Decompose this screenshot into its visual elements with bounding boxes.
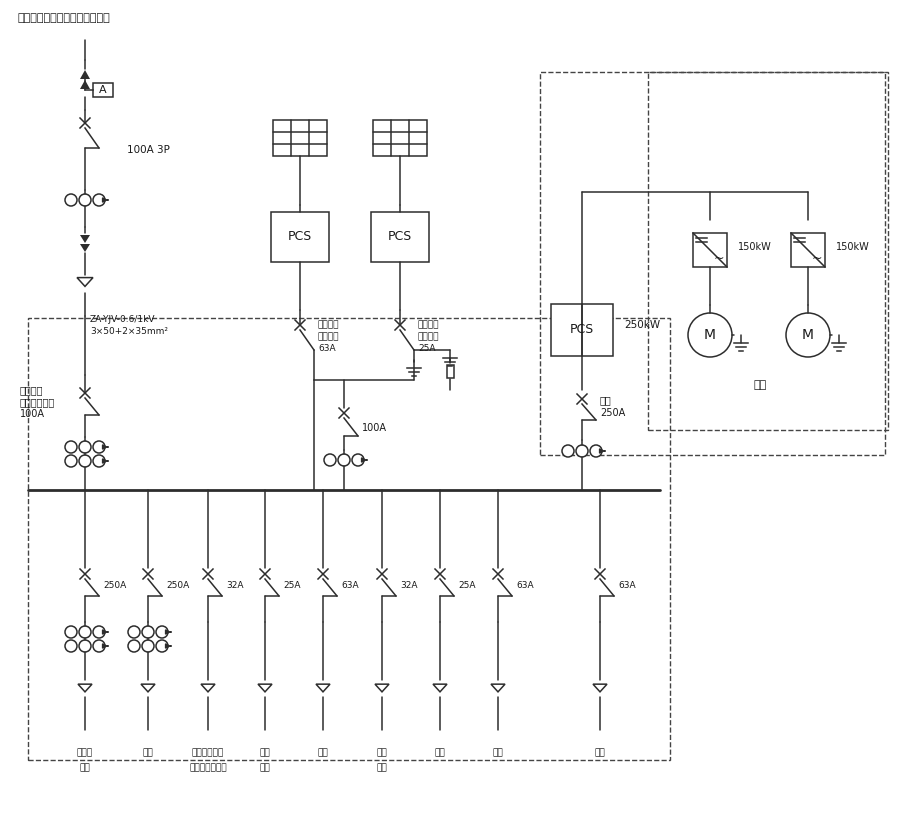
Text: 磁懸浮軸承電源: 磁懸浮軸承電源 bbox=[189, 764, 227, 773]
Text: 150kW: 150kW bbox=[738, 242, 772, 252]
Circle shape bbox=[79, 441, 91, 453]
Text: 加防逆流裝置: 加防逆流裝置 bbox=[20, 397, 55, 407]
Circle shape bbox=[688, 313, 732, 357]
Circle shape bbox=[590, 445, 602, 457]
Text: 飛輪輔助電源: 飛輪輔助電源 bbox=[192, 749, 224, 758]
Circle shape bbox=[65, 626, 77, 638]
Text: 飛輪: 飛輪 bbox=[753, 380, 767, 390]
Circle shape bbox=[93, 626, 105, 638]
Text: 備用: 備用 bbox=[376, 749, 387, 758]
Text: 失壓脫扣: 失壓脫扣 bbox=[318, 333, 339, 341]
Circle shape bbox=[65, 194, 77, 206]
Circle shape bbox=[156, 626, 168, 638]
Text: 備用: 備用 bbox=[79, 764, 90, 773]
Polygon shape bbox=[80, 70, 90, 79]
Text: PCS: PCS bbox=[570, 324, 594, 336]
Bar bbox=[271, 212, 329, 262]
Polygon shape bbox=[80, 244, 90, 252]
Text: 63A: 63A bbox=[318, 344, 336, 354]
Text: 63A: 63A bbox=[341, 580, 358, 589]
Text: M: M bbox=[802, 328, 814, 342]
Text: 備用: 備用 bbox=[376, 764, 387, 773]
Text: 32A: 32A bbox=[400, 580, 418, 589]
Circle shape bbox=[562, 445, 574, 457]
Circle shape bbox=[338, 454, 350, 466]
Circle shape bbox=[128, 640, 140, 652]
Circle shape bbox=[65, 441, 77, 453]
Text: 失壓脫扣: 失壓脫扣 bbox=[418, 333, 439, 341]
Text: 25A: 25A bbox=[418, 344, 436, 354]
Text: 63A: 63A bbox=[618, 580, 635, 589]
Bar bbox=[540, 72, 885, 455]
Circle shape bbox=[65, 455, 77, 467]
Bar bbox=[551, 304, 613, 356]
Text: 25A: 25A bbox=[458, 580, 475, 589]
Circle shape bbox=[352, 454, 364, 466]
Text: 250A: 250A bbox=[166, 580, 189, 589]
Bar bbox=[273, 120, 327, 156]
Circle shape bbox=[93, 441, 105, 453]
Text: 備用: 備用 bbox=[259, 749, 270, 758]
Text: 飛輪: 飛輪 bbox=[600, 395, 612, 405]
Polygon shape bbox=[80, 235, 90, 243]
Text: PCS: PCS bbox=[288, 231, 312, 243]
Text: 備用: 備用 bbox=[595, 749, 606, 758]
Circle shape bbox=[156, 640, 168, 652]
Circle shape bbox=[786, 313, 830, 357]
Text: ZA-YJV-0.6/1kV: ZA-YJV-0.6/1kV bbox=[90, 315, 156, 325]
Text: M: M bbox=[704, 328, 716, 342]
Text: A: A bbox=[99, 85, 107, 95]
Text: PCS: PCS bbox=[388, 231, 412, 243]
Text: 100A: 100A bbox=[20, 409, 45, 419]
Circle shape bbox=[93, 455, 105, 467]
Text: 3×50+2×35mm²: 3×50+2×35mm² bbox=[90, 328, 168, 336]
Bar bbox=[791, 233, 825, 267]
Circle shape bbox=[93, 640, 105, 652]
Text: 250A: 250A bbox=[600, 408, 626, 418]
Text: 100A: 100A bbox=[362, 423, 387, 433]
Bar bbox=[693, 233, 727, 267]
Text: 充電柱: 充電柱 bbox=[76, 749, 93, 758]
Polygon shape bbox=[80, 80, 90, 89]
Bar bbox=[648, 72, 888, 430]
Text: 備用: 備用 bbox=[259, 764, 270, 773]
Text: 備用: 備用 bbox=[492, 749, 503, 758]
Circle shape bbox=[79, 455, 91, 467]
Text: 250kW: 250kW bbox=[624, 320, 660, 330]
Circle shape bbox=[79, 194, 91, 206]
Text: 備用: 備用 bbox=[318, 749, 328, 758]
Bar bbox=[371, 212, 429, 262]
Text: 25A: 25A bbox=[283, 580, 301, 589]
Text: ~: ~ bbox=[811, 252, 822, 265]
Circle shape bbox=[79, 626, 91, 638]
Circle shape bbox=[142, 626, 154, 638]
Circle shape bbox=[93, 194, 105, 206]
Circle shape bbox=[79, 640, 91, 652]
Text: 32A: 32A bbox=[226, 580, 244, 589]
Text: 250A: 250A bbox=[103, 580, 126, 589]
Text: 備用: 備用 bbox=[435, 749, 446, 758]
Text: 光伏進線: 光伏進線 bbox=[418, 320, 439, 330]
Text: 備用: 備用 bbox=[142, 749, 153, 758]
Circle shape bbox=[142, 640, 154, 652]
Text: 市電進線: 市電進線 bbox=[20, 385, 43, 395]
Circle shape bbox=[576, 445, 588, 457]
Text: 100A 3P: 100A 3P bbox=[127, 145, 170, 155]
Text: 63A: 63A bbox=[516, 580, 534, 589]
Circle shape bbox=[128, 626, 140, 638]
Bar bbox=[446, 365, 454, 378]
Text: 光伏進線: 光伏進線 bbox=[318, 320, 339, 330]
Bar bbox=[28, 318, 670, 760]
Text: 現有低壓柜（冷機水泵配電柜）: 現有低壓柜（冷機水泵配電柜） bbox=[18, 13, 111, 23]
Text: 150kW: 150kW bbox=[836, 242, 869, 252]
Bar bbox=[373, 120, 427, 156]
Circle shape bbox=[65, 640, 77, 652]
Bar bbox=[93, 83, 113, 97]
Text: ~: ~ bbox=[713, 252, 724, 265]
Circle shape bbox=[324, 454, 336, 466]
